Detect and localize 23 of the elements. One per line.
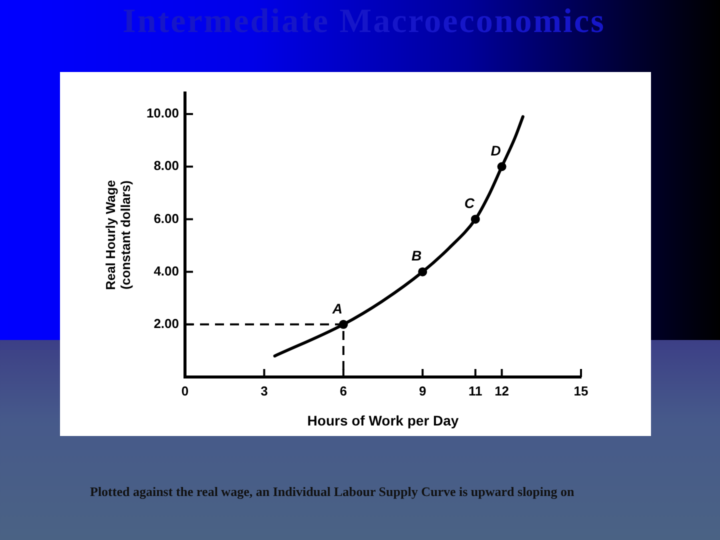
- text: Plotted against the real wage, an Individual Labour Supply Curve is upward sloping on: [90, 484, 574, 500]
- annotation: C: [464, 195, 476, 212]
- x-tick-label: 12: [494, 383, 510, 398]
- x-tick-label: 6: [340, 383, 348, 398]
- y-tick-label: 2.00: [154, 316, 179, 331]
- y-tick-label: 4.00: [154, 263, 179, 278]
- x-axis-title: Hours of Work per Day: [307, 412, 459, 428]
- x-tick-label: 15: [574, 383, 588, 398]
- point: [338, 320, 348, 329]
- x-tick-label: 9: [418, 383, 426, 398]
- y-axis-title: Real Hourly Wage (constant dollars): [103, 180, 134, 290]
- annotation: B: [412, 248, 422, 264]
- point: [470, 214, 480, 224]
- point: [418, 267, 428, 276]
- annotation: A: [331, 300, 342, 316]
- x-tick-label: 3: [260, 383, 268, 398]
- y-tick-label: 8.00: [154, 158, 179, 174]
- y-tick-label: 10.00: [146, 106, 179, 121]
- x-tick-label: 11: [468, 383, 482, 398]
- y-tick-label: 6.00: [154, 210, 179, 226]
- x-tick-label: 0: [181, 383, 189, 398]
- annotation: D: [490, 142, 501, 158]
- point: [497, 162, 506, 172]
